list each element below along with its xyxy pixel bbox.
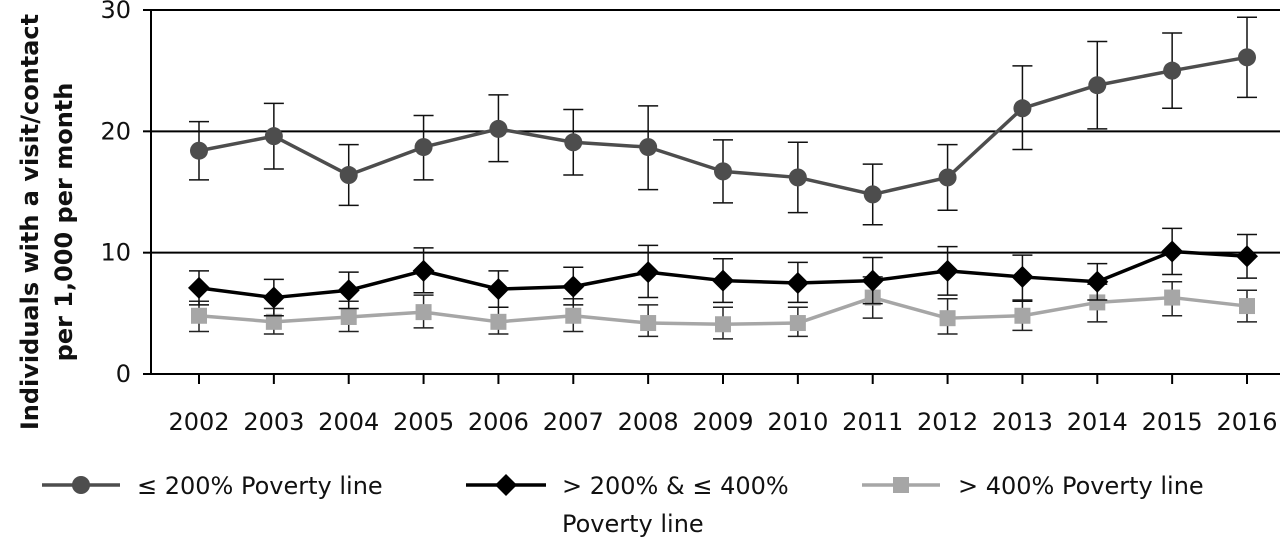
legend-label: > 200% & ≤ 400% [562, 472, 789, 500]
data-point [564, 133, 583, 152]
legend: ≤ 200% Poverty line > 200% & ≤ 400% Povert… [42, 472, 1204, 538]
y-tick-label: 10 [100, 239, 131, 267]
x-tick-label: 2002 [168, 408, 229, 436]
data-point [863, 185, 882, 204]
x-tick-label: 2005 [393, 408, 454, 436]
data-point [339, 166, 358, 185]
data-point [640, 315, 657, 332]
data-point [1236, 245, 1258, 268]
data-point [1014, 307, 1031, 324]
series-1 [188, 227, 1258, 317]
x-tick-label: 2016 [1216, 408, 1277, 436]
data-point [938, 168, 957, 187]
y-axis-label-line: per 1,000 per month [50, 83, 78, 362]
data-point [1086, 270, 1109, 293]
legend-label: > 400% Poverty line [958, 472, 1204, 500]
data-point [565, 307, 582, 324]
data-point [1238, 48, 1256, 67]
data-point [490, 313, 507, 330]
legend-label: ≤ 200% Poverty line [137, 472, 383, 500]
data-point [340, 308, 357, 325]
legend-marker [495, 474, 517, 496]
data-point [788, 168, 807, 187]
data-point [414, 138, 433, 157]
legend-item-0: ≤ 200% Poverty line [42, 472, 383, 500]
data-point [786, 272, 809, 294]
data-point [712, 269, 734, 292]
x-tick-label: 2014 [1067, 408, 1128, 436]
y-tick-labels: 0 10 20 30 [100, 0, 151, 388]
y-axis-label: Individuals with a visit/contact per 1,00… [16, 14, 78, 430]
x-tick-label: 2004 [318, 408, 379, 436]
data-point [1161, 240, 1184, 263]
x-tick-label: 2003 [243, 408, 304, 436]
legend-marker [72, 476, 90, 494]
legend-item-2: > 400% Poverty line [862, 472, 1204, 500]
data-point [1164, 289, 1181, 306]
data-point [1239, 298, 1255, 315]
data-point [264, 127, 283, 146]
data-point [861, 269, 884, 292]
data-point [190, 141, 208, 160]
x-tick-label: 2006 [468, 408, 529, 436]
x-tick-label: 2012 [917, 408, 978, 436]
data-point [262, 286, 285, 309]
data-point [1013, 99, 1032, 118]
legend-label: Poverty line [562, 510, 704, 538]
data-point [487, 278, 510, 301]
data-point [489, 119, 508, 138]
data-point [939, 310, 956, 327]
data-point [715, 316, 731, 333]
data-point [639, 138, 658, 157]
data-point [714, 162, 732, 181]
data-point [936, 259, 959, 282]
legend-marker [893, 477, 909, 493]
x-tick-label: 2013 [992, 408, 1053, 436]
x-tick-label: 2011 [842, 408, 903, 436]
x-tick-labels: 2002 2003 2004 2005 2006 2007 2008 2009 2010 2011… [168, 374, 1278, 436]
y-axis-label-line: Individuals with a visit/contact [16, 14, 44, 430]
data-point [412, 259, 435, 282]
data-point [265, 313, 282, 330]
data-point [188, 276, 210, 299]
legend-item-1: > 200% & ≤ 400% Poverty line [466, 472, 789, 538]
data-point [415, 304, 432, 321]
series-0 [189, 16, 1257, 226]
data-point [562, 275, 585, 298]
data-point [1089, 294, 1106, 311]
y-tick-label: 0 [116, 360, 131, 388]
x-tick-label: 2008 [618, 408, 679, 436]
data-point [1163, 61, 1182, 80]
x-tick-label: 2007 [543, 408, 604, 436]
x-tick-label: 2015 [1142, 408, 1203, 436]
x-tick-label: 2009 [692, 408, 753, 436]
data-point [789, 315, 806, 332]
gridlines [151, 9, 1280, 254]
data-point [191, 307, 207, 324]
series-2 [189, 276, 1257, 340]
data-point [1088, 76, 1107, 95]
y-tick-label: 20 [100, 117, 131, 145]
y-tick-label: 30 [100, 0, 131, 24]
data-point [637, 261, 660, 284]
data-point [1011, 265, 1034, 288]
x-tick-label: 2010 [767, 408, 828, 436]
data-point [337, 279, 360, 302]
